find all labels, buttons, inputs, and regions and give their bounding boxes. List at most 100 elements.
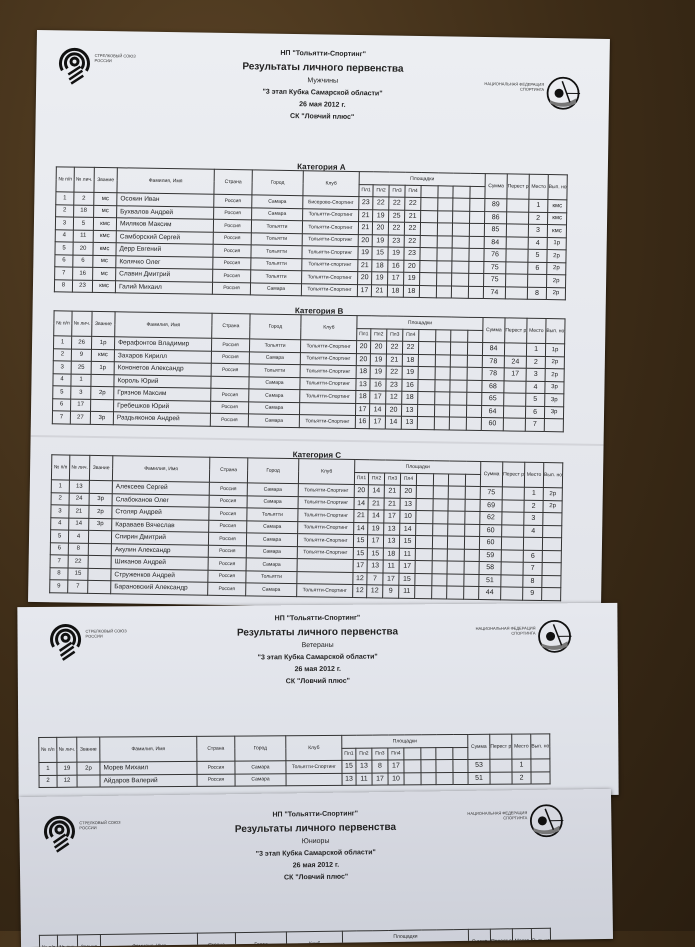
club: Тольятти-Спортинг xyxy=(299,415,355,428)
shootoff-score xyxy=(505,286,527,299)
document-header: НП "Тольятти-Спортинг"Результаты личного… xyxy=(17,611,618,690)
city: Самара xyxy=(247,495,298,508)
empty-area-cell xyxy=(437,273,452,286)
area-score: 20 xyxy=(358,234,372,247)
column-header-p1: Пл1 xyxy=(342,748,356,761)
place-number: 5 xyxy=(55,242,73,255)
area-score: 17 xyxy=(399,560,415,573)
total-score: 59 xyxy=(479,549,501,562)
area-score: 22 xyxy=(386,366,402,379)
empty-area-cell xyxy=(448,499,465,512)
area-score: 20 xyxy=(356,341,370,354)
empty-area-cell xyxy=(450,342,467,355)
area-score: 20 xyxy=(404,260,420,273)
column-header-norm: Вып. норма xyxy=(546,319,565,344)
country: Россия xyxy=(210,413,248,426)
empty-area-cell xyxy=(404,772,421,785)
area-score: 15 xyxy=(353,535,367,548)
shootoff-score xyxy=(507,211,529,224)
area-score: 21 xyxy=(384,498,400,511)
total-score: 75 xyxy=(484,274,506,287)
empty-area-header xyxy=(453,747,468,760)
column-header-p2: Пл2 xyxy=(371,328,387,341)
empty-area-cell xyxy=(437,235,452,248)
bib-number: 17 xyxy=(71,399,91,412)
empty-area-header xyxy=(421,185,438,198)
empty-area-header xyxy=(454,942,469,947)
area-score: 13 xyxy=(400,498,416,511)
empty-area-header xyxy=(433,473,448,486)
rank: мс xyxy=(93,255,116,268)
place-number: 7 xyxy=(50,555,68,568)
column-header-p4: Пл4 xyxy=(400,473,416,486)
bib-number: 13 xyxy=(69,480,89,493)
country: Россия xyxy=(208,557,246,570)
empty-area-cell xyxy=(417,404,434,417)
column-header-bib: № лич. xyxy=(69,455,89,480)
empty-area-cell xyxy=(415,561,432,574)
final-place: 1 xyxy=(526,343,545,356)
column-header-bib: № лич. xyxy=(57,737,77,762)
empty-area-cell xyxy=(420,248,437,261)
bib-number: 12 xyxy=(57,775,77,788)
empty-area-cell xyxy=(420,235,437,248)
place-number: 6 xyxy=(50,542,68,555)
country: Россия xyxy=(209,495,247,508)
rank xyxy=(88,555,111,568)
area-score: 21 xyxy=(359,209,373,222)
shootoff-score: 17 xyxy=(504,368,526,381)
area-score: 15 xyxy=(372,247,388,260)
column-header-place: Место xyxy=(527,318,546,343)
area-score: 20 xyxy=(372,222,388,235)
empty-area-cell xyxy=(432,548,447,561)
norm-achieved: кмс xyxy=(548,200,567,213)
city: Тольятти xyxy=(249,364,300,377)
empty-area-cell xyxy=(452,223,469,236)
column-header-country: Страна xyxy=(209,457,247,483)
country: Россия xyxy=(214,207,252,220)
rank xyxy=(89,480,112,493)
column-header-rank: Звание xyxy=(77,737,100,762)
club: Тольятти-Спортинг xyxy=(302,246,358,259)
club: Тольятти-Спортинг xyxy=(302,221,358,234)
bib-number: 3 xyxy=(71,386,91,399)
area-score: 13 xyxy=(401,404,417,417)
total-score: 75 xyxy=(480,487,502,500)
city: Самара xyxy=(250,282,301,295)
area-score: 14 xyxy=(385,416,401,429)
final-place: 4 xyxy=(528,237,547,250)
city: Тольятти xyxy=(251,257,302,270)
empty-area-cell xyxy=(450,392,467,405)
area-score: 18 xyxy=(403,285,419,298)
column-header-rank: Звание xyxy=(92,311,115,336)
area-score: 17 xyxy=(357,284,371,297)
final-place xyxy=(523,537,542,550)
area-score: 21 xyxy=(405,210,421,223)
athlete-name: Раздьяконов Андрей xyxy=(113,412,210,426)
area-score: 22 xyxy=(404,235,420,248)
club: Тольятти-Спортинг xyxy=(302,271,358,284)
bib-number: 18 xyxy=(74,205,94,218)
column-header-city: Город xyxy=(250,314,301,340)
empty-area-cell xyxy=(467,380,482,393)
city: Самара xyxy=(247,483,298,496)
column-header-p4: Пл4 xyxy=(405,185,421,198)
club: Тольятти-Спортинг xyxy=(297,534,353,547)
column-header-sum: Сумма xyxy=(468,734,490,759)
place-number: 6 xyxy=(55,254,73,267)
empty-area-cell xyxy=(437,248,452,261)
column-header-norm: Вып. норма xyxy=(543,463,562,488)
column-header-p2: Пл2 xyxy=(356,748,372,761)
column-header-shootoff: Перест релка xyxy=(490,734,512,759)
rank: 3р xyxy=(89,493,112,506)
area-score: 22 xyxy=(402,341,418,354)
empty-area-header xyxy=(421,747,436,760)
area-score: 17 xyxy=(367,535,383,548)
place-number: 1 xyxy=(54,336,72,349)
empty-area-header xyxy=(465,474,480,487)
club xyxy=(299,402,355,415)
shootoff-score xyxy=(501,562,523,575)
place-number: 8 xyxy=(50,567,68,580)
